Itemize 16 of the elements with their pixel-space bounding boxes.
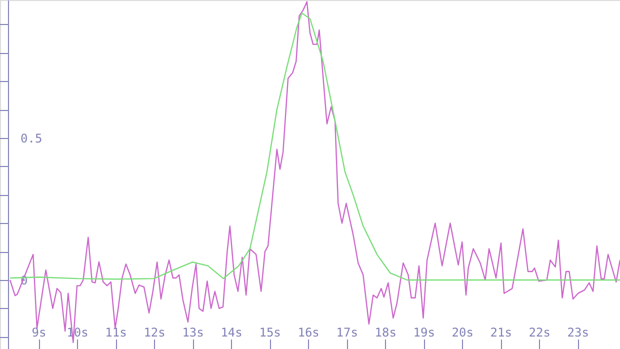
x-tick-label: 17s (336, 326, 358, 340)
y-tick-label: 0.5 (20, 132, 42, 146)
x-tick-label: 11s (105, 326, 127, 340)
x-tick-label: 22s (528, 326, 550, 340)
x-tick-label: 23s (567, 326, 589, 340)
line-series (9, 1, 620, 344)
x-tick-label: 13s (182, 326, 204, 340)
x-tick-label: 19s (413, 326, 435, 340)
x-tick-label: 12s (144, 326, 166, 340)
x-tick-label: 16s (298, 326, 320, 340)
x-tick-label: 21s (490, 326, 512, 340)
x-tick-label: 18s (374, 326, 396, 340)
x-tick-label: 9s (32, 326, 46, 340)
x-tick-label: 15s (259, 326, 281, 340)
x-tick-label: 14s (220, 326, 242, 340)
x-tick-label: 20s (452, 326, 474, 340)
